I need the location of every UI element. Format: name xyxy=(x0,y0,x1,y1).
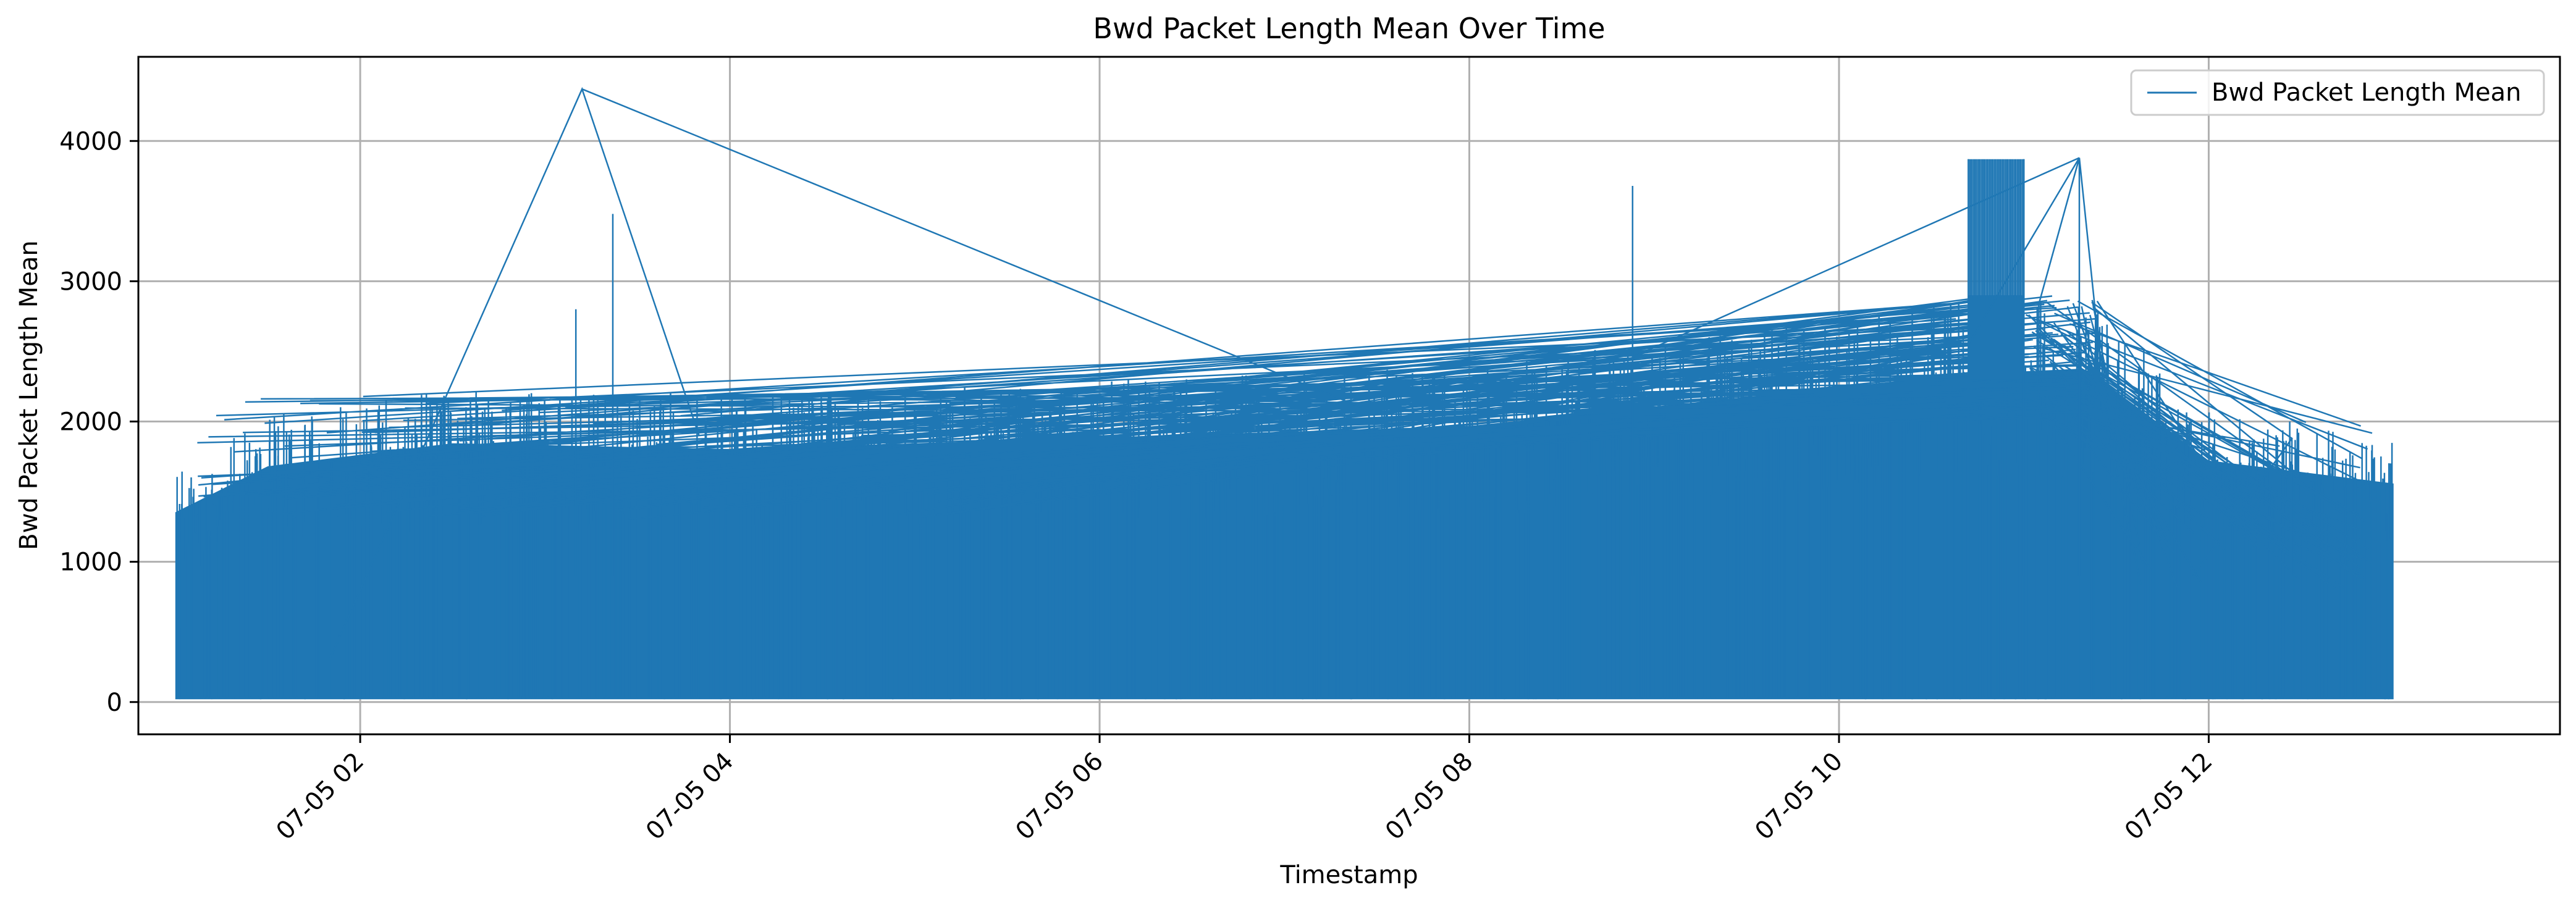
y-tick-label: 0 xyxy=(107,689,122,717)
series-burst-fill xyxy=(1968,295,2024,380)
y-axis-label: Bwd Packet Length Mean xyxy=(15,240,43,550)
series-outlier-segments xyxy=(329,86,2293,661)
y-tick-label: 1000 xyxy=(59,548,122,577)
y-tick-label: 2000 xyxy=(59,408,122,437)
x-axis-label: Timestamp xyxy=(1279,861,1418,889)
chart-title: Bwd Packet Length Mean Over Time xyxy=(1093,12,1605,45)
y-tick-label: 4000 xyxy=(59,127,122,156)
legend: Bwd Packet Length Mean xyxy=(2130,69,2545,116)
legend-box xyxy=(2130,69,2545,116)
series-connectors xyxy=(197,295,2373,589)
plot-frame xyxy=(137,56,2561,736)
series-bwd-packet-length-mean xyxy=(175,86,2394,700)
legend-label: Bwd Packet Length Mean xyxy=(2212,78,2522,107)
y-tick-label: 3000 xyxy=(59,267,122,296)
